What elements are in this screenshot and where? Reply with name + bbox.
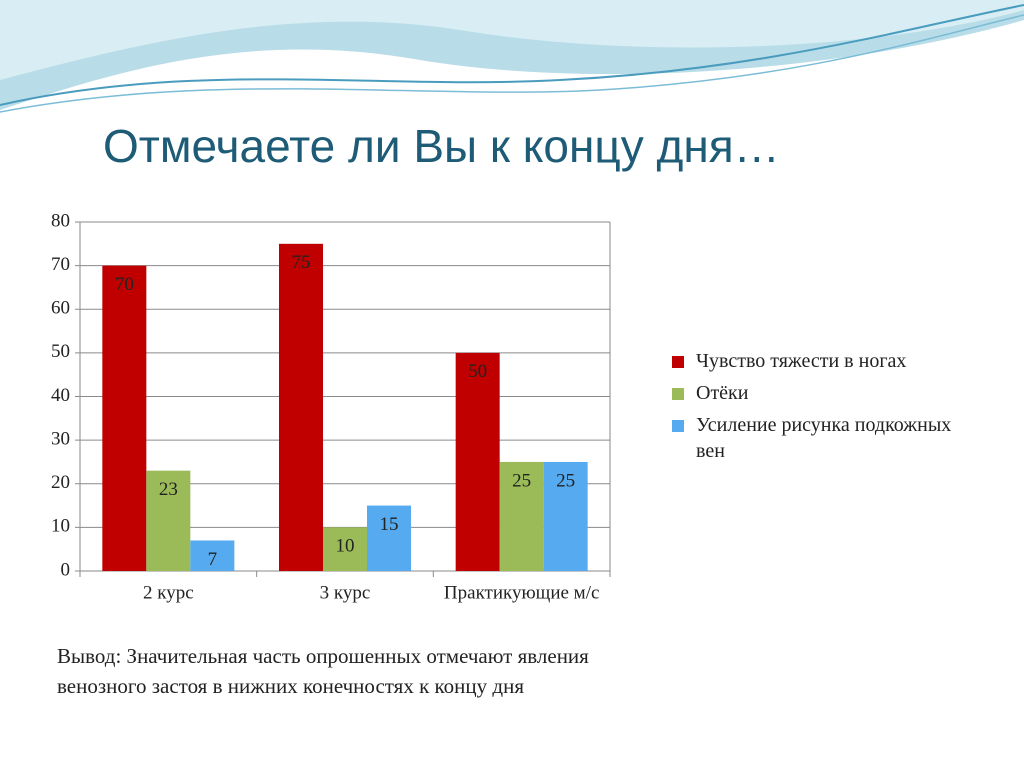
legend-swatch	[672, 356, 684, 368]
y-tick-label: 40	[51, 385, 70, 406]
data-label: 25	[556, 470, 575, 491]
legend-item: Усиление рисунка подкожных вен	[672, 412, 972, 464]
data-label: 75	[292, 252, 311, 273]
data-label: 7	[208, 549, 218, 570]
legend: Чувство тяжести в ногах Отёки Усиление рис…	[672, 348, 972, 470]
data-label: 25	[512, 470, 531, 491]
bar	[499, 461, 544, 571]
x-tick-label: 2 курс	[143, 582, 194, 603]
bar	[190, 540, 235, 571]
legend-label: Отёки	[696, 382, 749, 404]
bar	[279, 243, 323, 571]
legend-item: Чувство тяжести в ногах	[672, 348, 972, 374]
legend-label: Усиление рисунка подкожных вен	[696, 414, 952, 462]
y-tick-label: 80	[51, 210, 70, 231]
data-label: 15	[380, 514, 399, 535]
bar	[367, 505, 411, 571]
bar	[102, 265, 147, 571]
bar	[455, 352, 500, 571]
y-tick-label: 10	[51, 516, 70, 537]
conclusion-line: Вывод: Значительная часть опрошенных отм…	[57, 644, 589, 668]
data-label: 50	[468, 361, 487, 382]
y-tick-label: 60	[51, 298, 70, 319]
data-label: 23	[159, 479, 178, 500]
data-label: 70	[115, 274, 134, 295]
x-tick-label: 3 курс	[320, 582, 371, 603]
bar	[543, 461, 588, 571]
data-label: 10	[336, 536, 355, 557]
bar	[146, 470, 191, 571]
legend-swatch	[672, 388, 684, 400]
decoration	[0, 0, 1024, 113]
y-tick-label: 30	[51, 428, 70, 449]
y-tick-label: 70	[51, 254, 70, 275]
conclusion-line: венозного застоя в нижних конечностях к …	[57, 674, 524, 698]
legend-label: Чувство тяжести в ногах	[696, 350, 907, 372]
bar	[323, 527, 367, 571]
legend-item: Отёки	[672, 380, 972, 406]
x-tick-label: Практикующие м/с	[444, 582, 599, 603]
y-tick-label: 0	[61, 559, 71, 580]
y-tick-label: 20	[51, 472, 70, 493]
legend-swatch	[672, 420, 684, 432]
chart-title: Отмечаете ли Вы к концу дня…	[103, 120, 780, 172]
y-tick-label: 50	[51, 341, 70, 362]
